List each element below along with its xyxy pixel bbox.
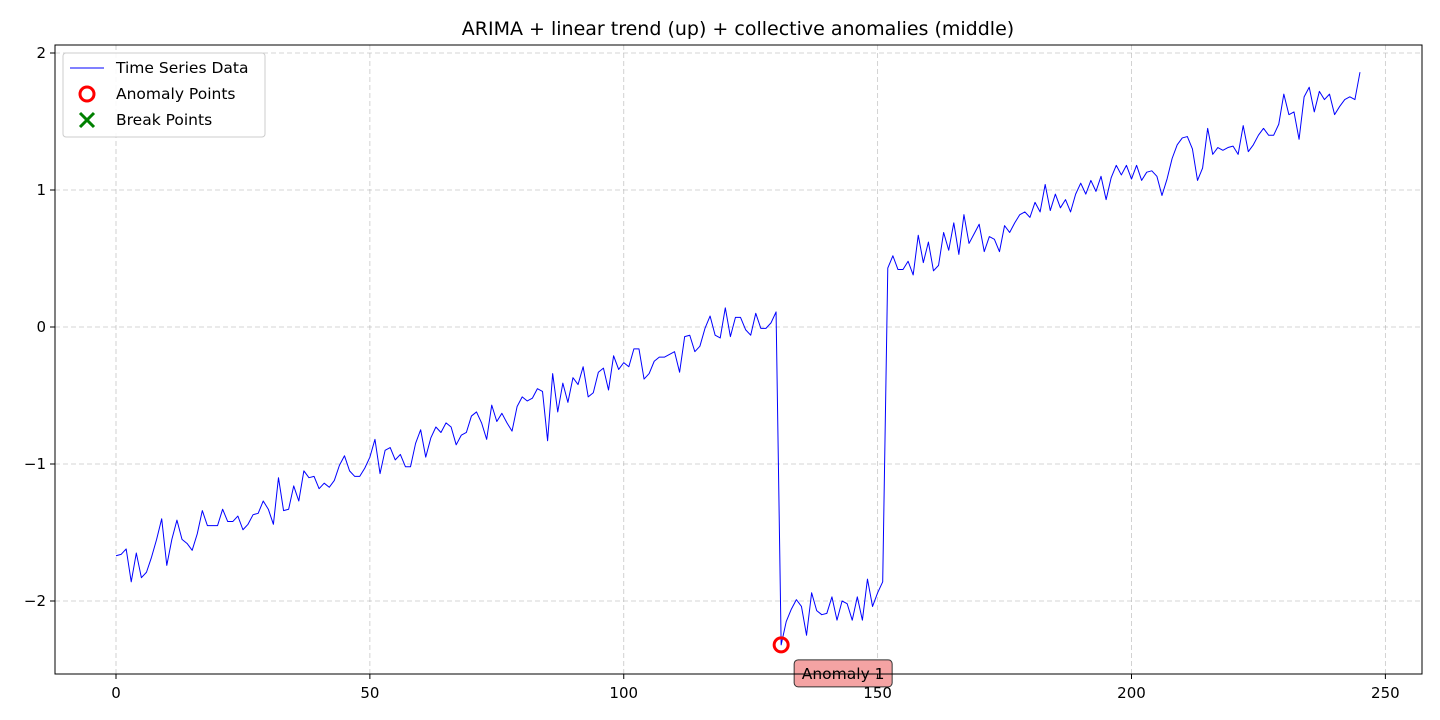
y-tick-label: 1 [36, 181, 46, 199]
legend-swatch-circle [78, 85, 96, 103]
chart-title: ARIMA + linear trend (up) + collective a… [462, 18, 1014, 40]
x-tick-label: 150 [863, 684, 892, 702]
annotation-box [793, 659, 893, 688]
x-tick-label: 0 [111, 684, 121, 702]
legend-label: Break Points [116, 111, 212, 129]
legend-box [62, 52, 266, 138]
legend-label: Anomaly Points [116, 85, 235, 103]
grid [55, 45, 1422, 674]
ticks: 0 50 100 150 200 250 −2 −1 0 1 2 [24, 44, 1400, 702]
legend-swatch-x [78, 111, 96, 129]
x-tick-label: 200 [1117, 684, 1146, 702]
plot-frame [54, 44, 1423, 675]
y-tick-label: 2 [36, 44, 46, 62]
x-tick-label: 50 [360, 684, 379, 702]
legend: Time Series Data Anomaly Points Break Poin… [62, 52, 266, 138]
x-tick-label: 100 [609, 684, 638, 702]
series-line [115, 72, 1361, 646]
y-tick-label: −2 [24, 592, 46, 610]
y-tick-label: 0 [36, 318, 46, 336]
y-tick-label: −1 [24, 455, 46, 473]
series-layer [115, 72, 1361, 646]
anomaly-point-marker [772, 636, 790, 654]
legend-label: Time Series Data [115, 59, 248, 77]
x-tick-label: 250 [1371, 684, 1400, 702]
